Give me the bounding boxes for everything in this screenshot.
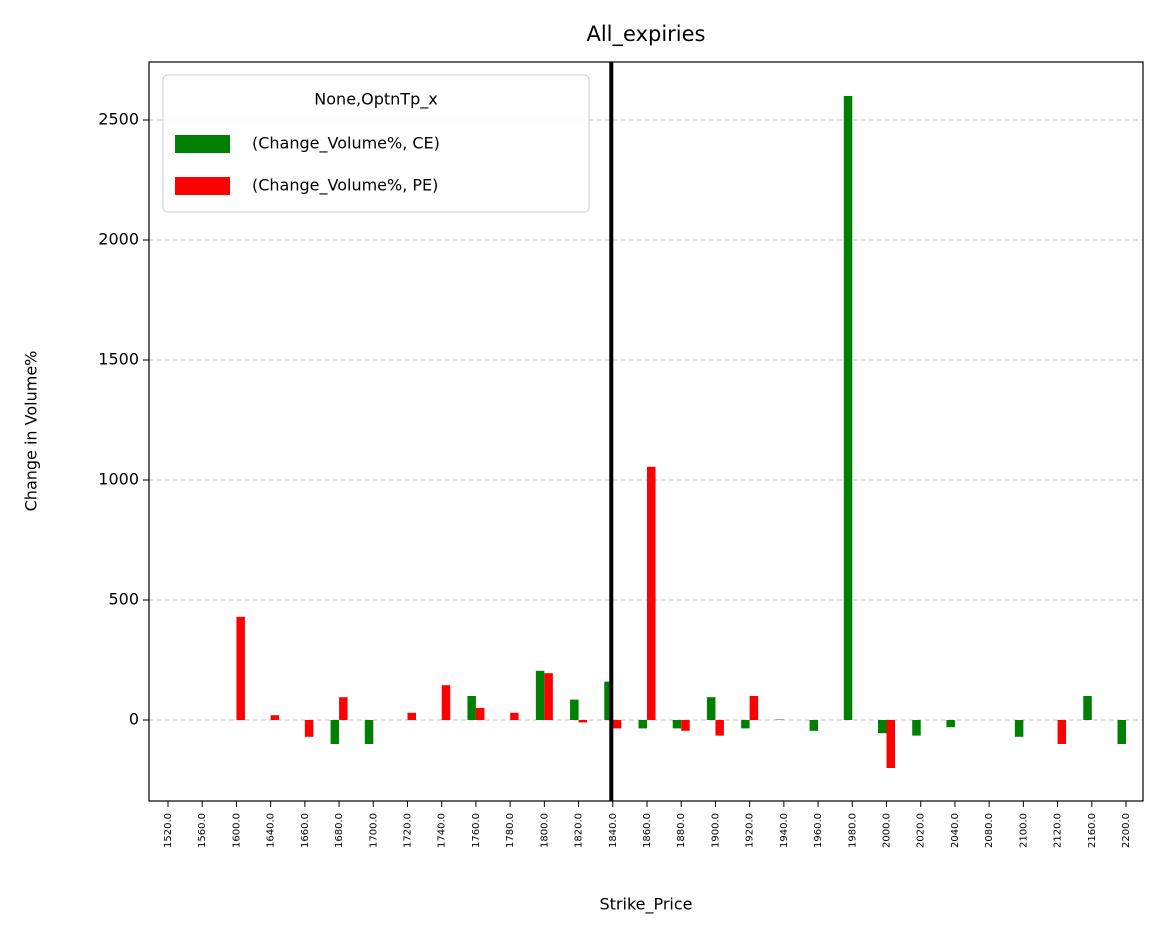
bar	[844, 96, 853, 720]
x-tick-label: 2020.0	[916, 813, 927, 848]
bar	[467, 696, 476, 720]
bar	[510, 713, 518, 720]
x-tick-label: 1940.0	[779, 813, 790, 848]
x-tick-label: 1920.0	[745, 813, 756, 848]
x-tick-label: 1640.0	[266, 813, 277, 848]
bar	[673, 720, 682, 728]
legend-label: (Change_Volume%, PE)	[252, 176, 438, 196]
bar	[681, 720, 690, 731]
x-tick-label: 1820.0	[574, 813, 585, 848]
x-tick-label: 1660.0	[300, 813, 311, 848]
x-tick-label: 1900.0	[710, 813, 721, 848]
bar	[639, 720, 648, 728]
bar	[741, 720, 750, 728]
bar	[1058, 720, 1067, 744]
y-tick-label: 2500	[98, 110, 139, 129]
legend-title: None,OptnTp_x	[314, 90, 437, 110]
x-tick-label: 1880.0	[676, 813, 687, 848]
bar	[715, 720, 724, 736]
x-tick-label: 1600.0	[231, 813, 242, 848]
x-tick-label: 1980.0	[847, 813, 858, 848]
x-tick-label: 1960.0	[813, 813, 824, 848]
x-tick-label: 1740.0	[437, 813, 448, 848]
x-tick-label: 1760.0	[471, 813, 482, 848]
bar	[1118, 720, 1127, 744]
bar	[579, 720, 588, 722]
x-tick-label: 1780.0	[505, 813, 516, 848]
bar	[647, 467, 656, 720]
y-tick-label: 1000	[98, 470, 139, 489]
x-tick-label: 2000.0	[882, 813, 893, 848]
x-tick-label: 1860.0	[642, 813, 653, 848]
bar	[1015, 720, 1024, 737]
bar	[271, 715, 280, 720]
x-axis-label: Strike_Price	[599, 895, 692, 915]
bar	[946, 720, 955, 727]
bar	[707, 697, 716, 720]
bar	[408, 713, 417, 720]
x-tick-label: 1720.0	[403, 813, 414, 848]
legend-swatch	[175, 135, 230, 153]
bar	[331, 720, 340, 744]
bar	[305, 720, 314, 737]
bar	[750, 696, 759, 720]
x-tick-label: 1680.0	[334, 813, 345, 848]
bar	[544, 673, 553, 720]
y-tick-label: 1500	[98, 350, 139, 369]
x-tick-label: 2040.0	[950, 813, 961, 848]
x-tick-label: 1520.0	[163, 813, 174, 848]
bar	[339, 697, 348, 720]
y-tick-label: 2000	[98, 230, 139, 249]
bar	[536, 671, 545, 720]
bar	[878, 720, 887, 733]
x-tick-label: 1560.0	[197, 813, 208, 848]
bar	[236, 617, 245, 720]
x-tick-label: 1700.0	[368, 813, 379, 848]
x-tick-label: 2160.0	[1087, 813, 1098, 848]
x-tick-label: 1840.0	[608, 813, 619, 848]
x-tick-label: 1800.0	[539, 813, 550, 848]
y-tick-label: 500	[108, 590, 139, 609]
bar	[570, 700, 579, 720]
x-tick-label: 2100.0	[1018, 813, 1029, 848]
x-tick-label: 2200.0	[1121, 813, 1132, 848]
bar	[810, 720, 819, 731]
bar	[442, 685, 451, 720]
y-tick-label: 0	[129, 710, 139, 729]
legend-swatch	[175, 177, 230, 195]
legend-label: (Change_Volume%, CE)	[252, 134, 440, 154]
bar	[887, 720, 896, 768]
bar	[912, 720, 921, 736]
x-tick-label: 2120.0	[1053, 813, 1064, 848]
bar	[613, 720, 622, 728]
x-tick-label: 2080.0	[984, 813, 995, 848]
bar	[365, 720, 374, 744]
chart-title: All_expiries	[586, 22, 705, 47]
bar	[1083, 696, 1092, 720]
bar	[476, 708, 485, 720]
y-axis-label: Change in Volume%	[22, 351, 41, 512]
